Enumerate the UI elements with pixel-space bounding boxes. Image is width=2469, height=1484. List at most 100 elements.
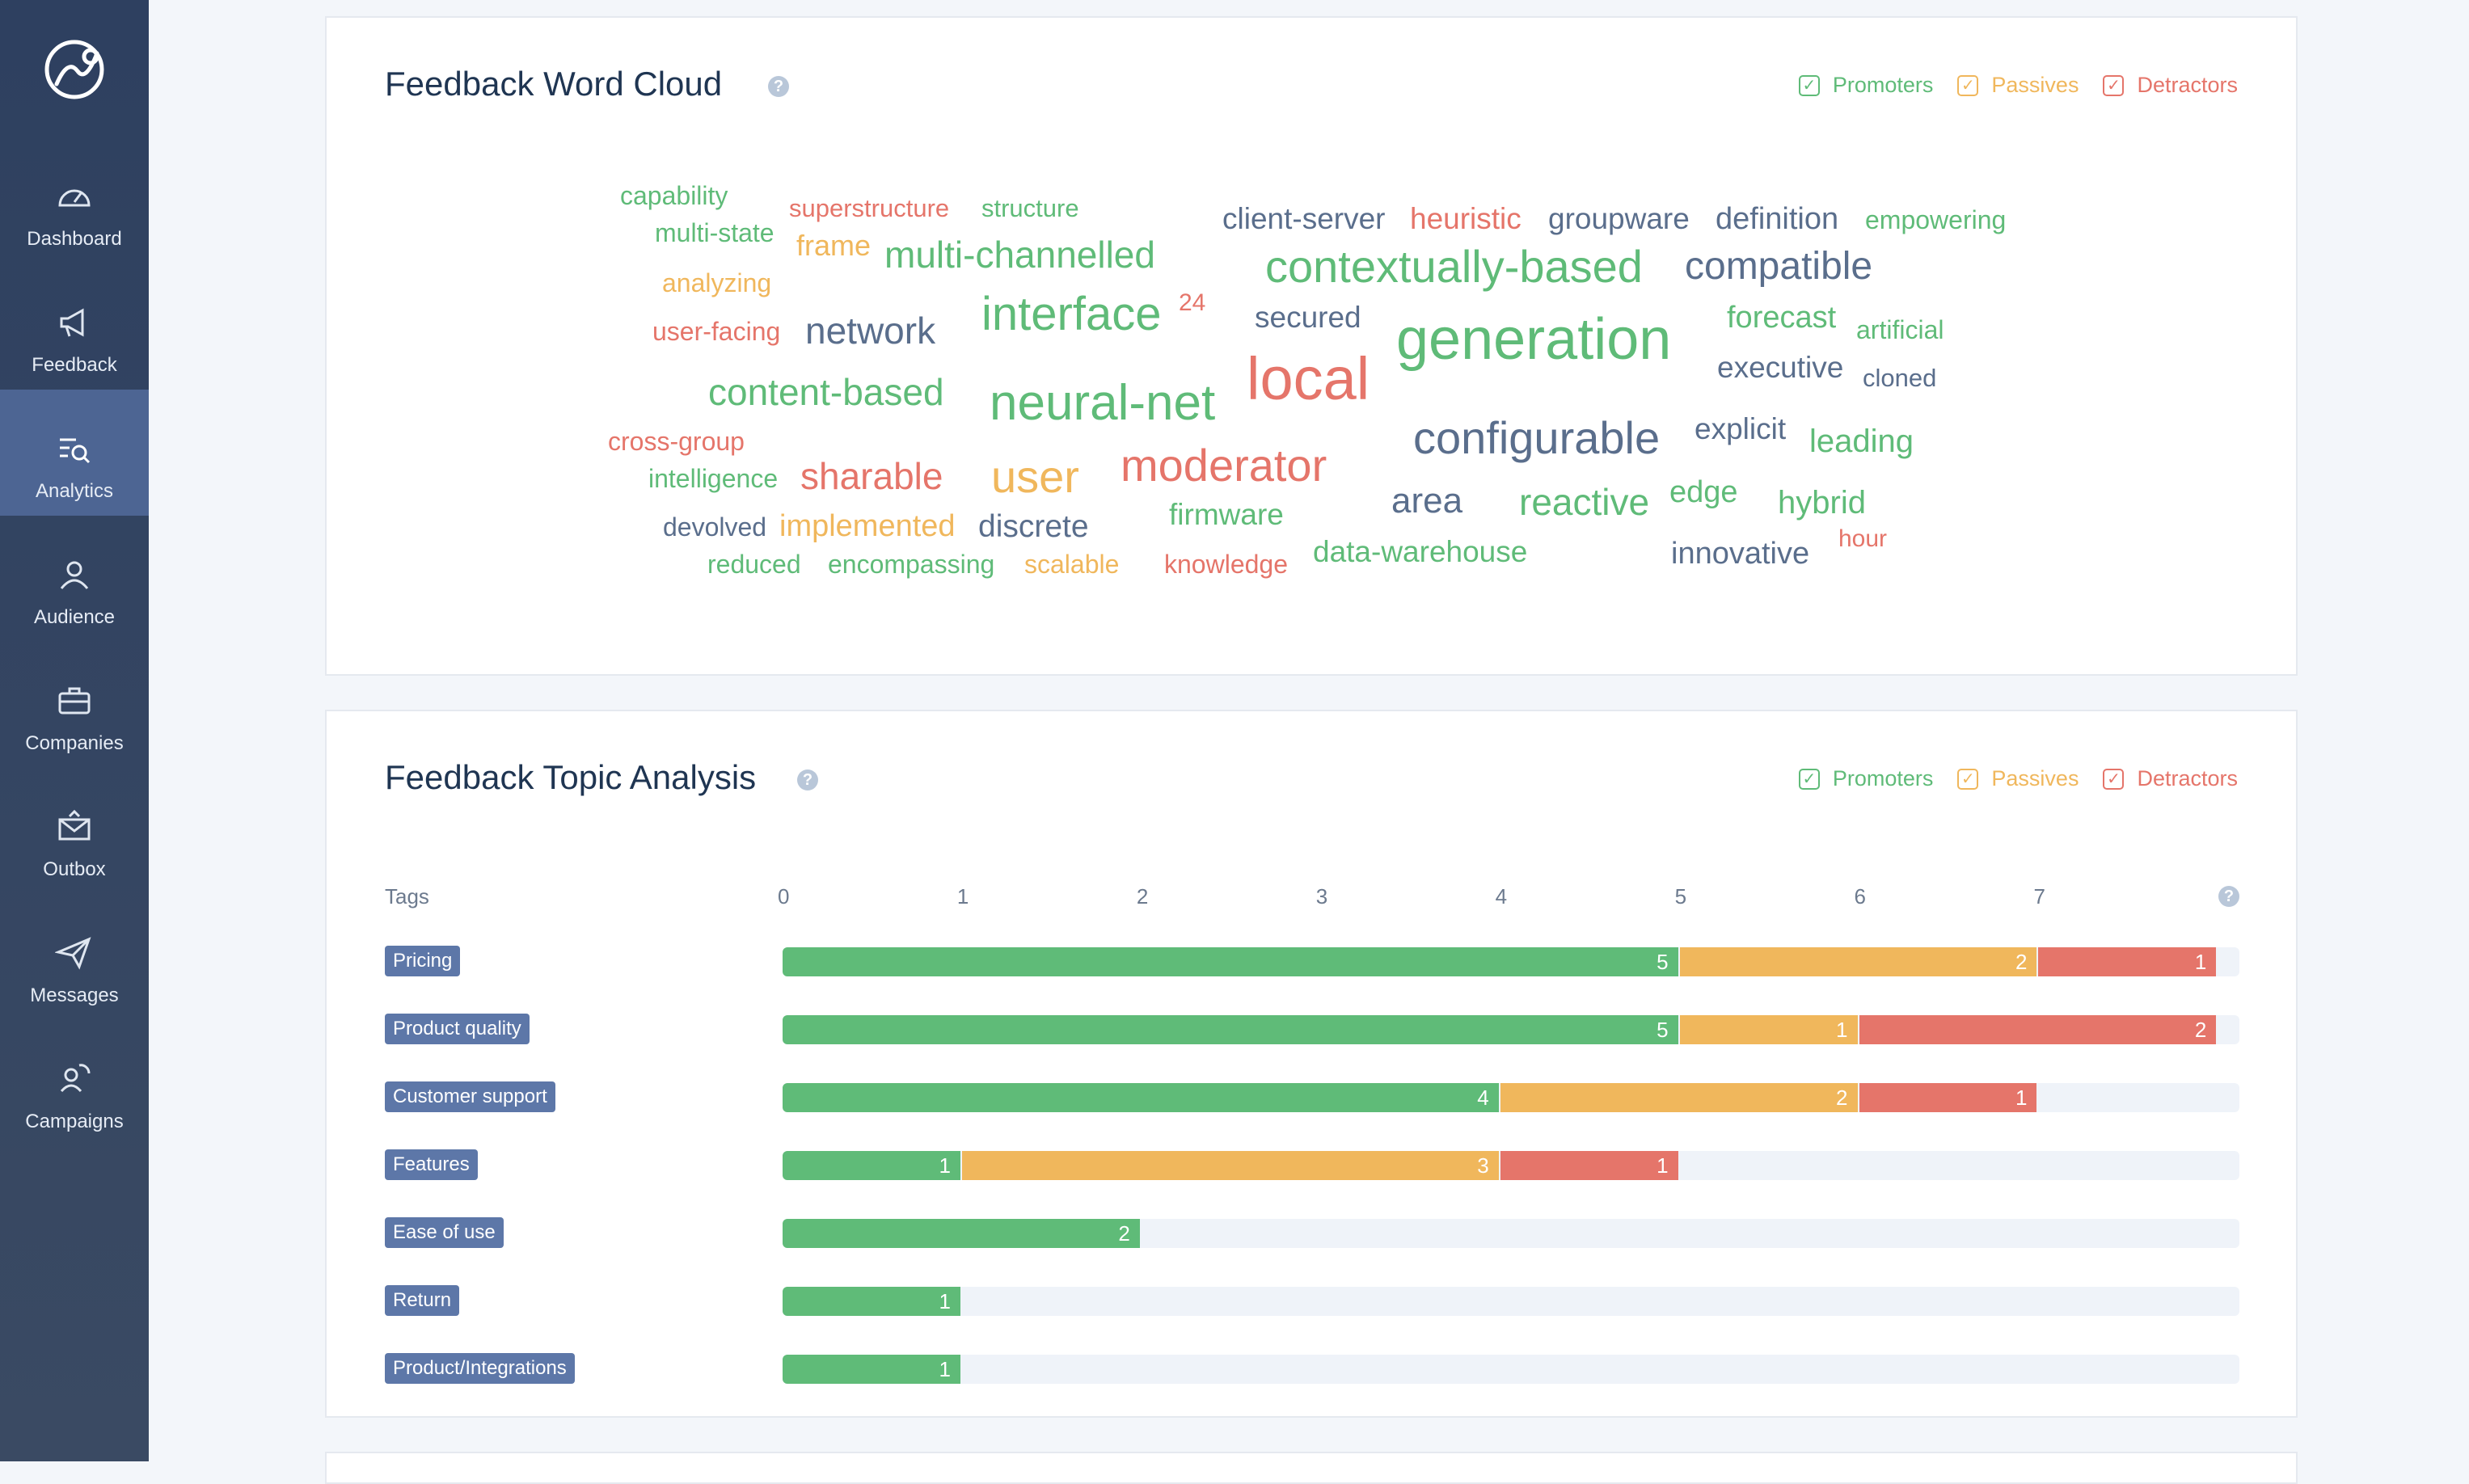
bar-segment-passives[interactable]: 3 xyxy=(961,1151,1499,1180)
word-24[interactable]: 24 xyxy=(1179,289,1206,316)
sidebar-item-audience[interactable]: Audience xyxy=(0,516,149,642)
word-firmware[interactable]: firmware xyxy=(1169,498,1284,531)
bar-segment-promoters[interactable]: 1 xyxy=(783,1355,960,1384)
word-network[interactable]: network xyxy=(805,310,936,352)
tag-label[interactable]: Pricing xyxy=(385,946,461,976)
word-interface[interactable]: interface xyxy=(981,288,1162,340)
sidebar-item-feedback[interactable]: Feedback xyxy=(0,263,149,390)
word-scalable[interactable]: scalable xyxy=(1024,550,1120,579)
word-cloud-card: Feedback Word Cloud ? ✓ Promoters ✓ Pass… xyxy=(325,16,2298,676)
sidebar-item-messages[interactable]: Messages xyxy=(0,894,149,1020)
word-moderator[interactable]: moderator xyxy=(1121,440,1327,491)
word-data-warehouse[interactable]: data-warehouse xyxy=(1313,535,1528,568)
word-compatible[interactable]: compatible xyxy=(1685,245,1873,288)
bar-segment-promoters[interactable]: 4 xyxy=(783,1083,1499,1112)
word-structure[interactable]: structure xyxy=(981,194,1079,222)
word-local[interactable]: local xyxy=(1247,345,1370,412)
bar-segment-detractors[interactable]: 1 xyxy=(1500,1151,1678,1180)
legend-detractors[interactable]: ✓ Detractors xyxy=(2103,73,2238,98)
chart-help-icon[interactable]: ? xyxy=(2218,886,2239,907)
word-content-based[interactable]: content-based xyxy=(708,371,944,413)
bar-segment-promoters[interactable]: 5 xyxy=(783,947,1678,976)
word-user[interactable]: user xyxy=(991,451,1079,502)
word-intelligence[interactable]: intelligence xyxy=(648,464,779,493)
legend-passives[interactable]: ✓ Passives xyxy=(1957,73,2079,98)
word-discrete[interactable]: discrete xyxy=(978,509,1089,544)
sidebar-item-analytics[interactable]: Analytics xyxy=(0,390,149,516)
word-capability[interactable]: capability xyxy=(620,181,728,210)
tag-label[interactable]: Return xyxy=(385,1285,460,1316)
sidebar-item-campaigns[interactable]: Campaigns xyxy=(0,1020,149,1146)
x-tick-label: 5 xyxy=(1674,884,1687,909)
word-multi-state[interactable]: multi-state xyxy=(655,218,774,247)
tag-label[interactable]: Features xyxy=(385,1149,478,1180)
bar-segment-passives[interactable]: 2 xyxy=(1679,947,2037,976)
tag-label[interactable]: Customer support xyxy=(385,1081,555,1112)
bar-segment-promoters[interactable]: 1 xyxy=(783,1151,960,1180)
word-heuristic[interactable]: heuristic xyxy=(1410,202,1521,235)
word-cloned[interactable]: cloned xyxy=(1863,364,1937,392)
word-cross-group[interactable]: cross-group xyxy=(608,427,745,456)
word-area[interactable]: area xyxy=(1391,481,1463,521)
word-generation[interactable]: generation xyxy=(1396,307,1672,372)
word-innovative[interactable]: innovative xyxy=(1671,537,1810,571)
bar-segment-promoters[interactable]: 5 xyxy=(783,1015,1678,1044)
legend-detractors-label: Detractors xyxy=(2137,766,2238,790)
word-cloud-help-icon[interactable]: ? xyxy=(768,76,789,97)
word-definition[interactable]: definition xyxy=(1716,202,1839,236)
legend-promoters[interactable]: ✓ Promoters xyxy=(1798,73,1933,98)
tag-label[interactable]: Product/Integrations xyxy=(385,1353,575,1384)
word-edge[interactable]: edge xyxy=(1669,475,1738,509)
sidebar-item-companies[interactable]: Companies xyxy=(0,642,149,768)
checkbox-passives[interactable]: ✓ xyxy=(1957,74,1979,96)
word-neural-net[interactable]: neural-net xyxy=(990,375,1216,431)
word-explicit[interactable]: explicit xyxy=(1695,412,1787,445)
word-reactive[interactable]: reactive xyxy=(1519,481,1650,523)
word-devolved[interactable]: devolved xyxy=(663,512,767,542)
word-implemented[interactable]: implemented xyxy=(779,509,956,543)
bar-segment-detractors[interactable]: 2 xyxy=(1859,1015,2217,1044)
word-hour[interactable]: hour xyxy=(1838,525,1888,552)
word-superstructure[interactable]: superstructure xyxy=(789,194,950,222)
sidebar-item-outbox[interactable]: Outbox xyxy=(0,768,149,894)
word-reduced[interactable]: reduced xyxy=(707,550,801,579)
checkbox-detractors[interactable]: ✓ xyxy=(2103,768,2125,790)
word-secured[interactable]: secured xyxy=(1255,301,1361,334)
legend-promoters[interactable]: ✓ Promoters xyxy=(1798,766,1933,791)
brand-logo-icon[interactable] xyxy=(40,36,108,103)
word-contextually-based[interactable]: contextually-based xyxy=(1265,241,1643,292)
sidebar-item-dashboard[interactable]: Dashboard xyxy=(0,137,149,263)
word-hybrid[interactable]: hybrid xyxy=(1778,485,1866,521)
word-multi-channelled[interactable]: multi-channelled xyxy=(884,234,1155,276)
word-client-server[interactable]: client-server xyxy=(1222,202,1386,235)
legend-passives[interactable]: ✓ Passives xyxy=(1957,766,2079,791)
bar-segment-detractors[interactable]: 1 xyxy=(2038,947,2217,976)
word-knowledge[interactable]: knowledge xyxy=(1164,550,1288,579)
tag-label[interactable]: Product quality xyxy=(385,1014,530,1044)
word-sharable[interactable]: sharable xyxy=(800,455,943,497)
word-user-facing[interactable]: user-facing xyxy=(652,317,781,346)
topic-analysis-help-icon[interactable]: ? xyxy=(797,769,818,790)
word-configurable[interactable]: configurable xyxy=(1413,412,1661,463)
word-empowering[interactable]: empowering xyxy=(1865,205,2007,234)
tag-label[interactable]: Ease of use xyxy=(385,1217,504,1248)
bar-segment-promoters[interactable]: 1 xyxy=(783,1287,960,1316)
checkbox-promoters[interactable]: ✓ xyxy=(1798,74,1820,96)
word-groupware[interactable]: groupware xyxy=(1548,202,1690,235)
topic-analysis-legend: ✓ Promoters ✓ Passives ✓ Detractors xyxy=(1775,766,2238,791)
word-frame[interactable]: frame xyxy=(796,229,872,262)
bar-segment-passives[interactable]: 2 xyxy=(1500,1083,1858,1112)
bar-segment-promoters[interactable]: 2 xyxy=(783,1219,1140,1248)
bar-segment-detractors[interactable]: 1 xyxy=(1859,1083,2037,1112)
word-encompassing[interactable]: encompassing xyxy=(828,550,995,579)
checkbox-promoters[interactable]: ✓ xyxy=(1798,768,1820,790)
checkbox-passives[interactable]: ✓ xyxy=(1957,768,1979,790)
bar-segment-passives[interactable]: 1 xyxy=(1679,1015,1858,1044)
checkbox-detractors[interactable]: ✓ xyxy=(2103,74,2125,96)
legend-detractors[interactable]: ✓ Detractors xyxy=(2103,766,2238,791)
word-leading[interactable]: leading xyxy=(1809,424,1914,459)
word-forecast[interactable]: forecast xyxy=(1727,301,1837,335)
word-executive[interactable]: executive xyxy=(1717,351,1844,384)
word-analyzing[interactable]: analyzing xyxy=(662,268,772,297)
word-artificial[interactable]: artificial xyxy=(1856,315,1944,344)
